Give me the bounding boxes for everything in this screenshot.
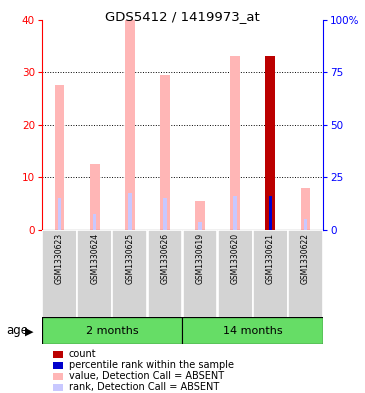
Bar: [128, 193, 131, 230]
Text: count: count: [69, 349, 96, 360]
Text: 2 months: 2 months: [86, 325, 139, 336]
Bar: [269, 196, 272, 230]
FancyBboxPatch shape: [77, 230, 112, 318]
Bar: [182, 317, 323, 344]
FancyBboxPatch shape: [42, 230, 77, 318]
Text: GSM1330619: GSM1330619: [196, 233, 204, 284]
Text: value, Detection Call = ABSENT: value, Detection Call = ABSENT: [69, 371, 224, 382]
Text: 14 months: 14 months: [223, 325, 283, 336]
Bar: [198, 222, 202, 230]
Bar: [195, 201, 205, 230]
Text: ▶: ▶: [25, 327, 33, 337]
Text: GSM1330621: GSM1330621: [266, 233, 275, 284]
FancyBboxPatch shape: [147, 230, 182, 318]
FancyBboxPatch shape: [288, 230, 323, 318]
FancyBboxPatch shape: [112, 230, 147, 318]
Bar: [90, 164, 100, 230]
Bar: [230, 57, 240, 230]
Text: GSM1330620: GSM1330620: [231, 233, 240, 284]
Text: GSM1330625: GSM1330625: [125, 233, 134, 284]
Text: age: age: [7, 324, 28, 337]
Bar: [42, 317, 182, 344]
Text: rank, Detection Call = ABSENT: rank, Detection Call = ABSENT: [69, 382, 219, 393]
Text: GDS5412 / 1419973_at: GDS5412 / 1419973_at: [105, 10, 260, 23]
Bar: [163, 198, 167, 230]
Text: percentile rank within the sample: percentile rank within the sample: [69, 360, 234, 371]
Bar: [234, 196, 237, 230]
Bar: [93, 214, 96, 230]
Text: GSM1330626: GSM1330626: [161, 233, 169, 284]
Bar: [265, 57, 275, 230]
Text: GSM1330624: GSM1330624: [90, 233, 99, 284]
Bar: [58, 198, 61, 230]
Bar: [269, 196, 272, 230]
Bar: [125, 20, 135, 230]
FancyBboxPatch shape: [182, 230, 218, 318]
Text: GSM1330623: GSM1330623: [55, 233, 64, 284]
Bar: [304, 219, 307, 230]
Bar: [160, 75, 170, 230]
FancyBboxPatch shape: [253, 230, 288, 318]
Bar: [265, 57, 275, 230]
FancyBboxPatch shape: [218, 230, 253, 318]
Bar: [300, 188, 310, 230]
Bar: [55, 85, 65, 230]
Text: GSM1330622: GSM1330622: [301, 233, 310, 284]
